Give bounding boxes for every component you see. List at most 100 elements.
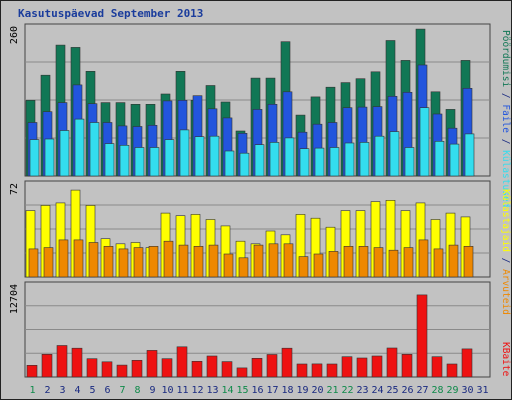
legend-entry-pöördumisi: Pöördumisi <box>500 30 511 87</box>
bar-kbaite-day-11 <box>176 346 188 378</box>
bar-arvuteid-day-13 <box>208 244 219 278</box>
bar-kbaite-day-5 <box>86 358 98 378</box>
bar-kbaite-day-10 <box>161 358 173 378</box>
day-label-13: 13 <box>206 385 218 396</box>
legend-bottom: KBaite <box>500 342 511 377</box>
bar-arvuteid-day-3 <box>58 239 69 278</box>
chart-title: Kasutuspäevad September 2013 <box>18 7 203 20</box>
bar-külastused-day-13 <box>209 135 220 177</box>
bar-külastused-day-21 <box>329 147 340 177</box>
bar-külastused-day-24 <box>374 135 385 177</box>
day-label-4: 4 <box>74 385 80 396</box>
bar-külastused-day-20 <box>314 147 325 177</box>
bar-külastused-day-7 <box>119 145 130 177</box>
day-label-2: 2 <box>44 385 50 396</box>
bar-külastused-day-4 <box>74 118 85 177</box>
panel-middle: 72 <box>9 180 491 278</box>
bar-arvuteid-day-14 <box>223 253 234 278</box>
bar-kbaite-day-7 <box>116 364 128 378</box>
bar-külastused-day-8 <box>134 147 145 177</box>
panel-top-max-label: 260 <box>9 26 20 44</box>
day-label-9: 9 <box>149 385 155 396</box>
day-label-7: 7 <box>119 385 125 396</box>
bar-külastused-day-23 <box>359 142 370 177</box>
bar-arvuteid-day-18 <box>283 243 294 278</box>
bar-arvuteid-day-5 <box>88 242 99 278</box>
bar-arvuteid-day-29 <box>448 244 459 278</box>
bar-arvuteid-day-19 <box>298 256 309 278</box>
legend-entry-külastused: Külastused <box>500 150 511 207</box>
bar-arvuteid-day-17 <box>268 243 279 278</box>
bar-külastused-day-2 <box>44 138 55 177</box>
bar-arvuteid-day-8 <box>133 247 144 278</box>
legend-middle: Külastajaid / Arvuteid <box>500 189 511 315</box>
day-label-30: 30 <box>461 385 473 396</box>
day-label-24: 24 <box>371 385 383 396</box>
legend-entry-külastajaid: Külastajaid <box>500 189 511 252</box>
panel-bottom: 12704 <box>9 281 491 378</box>
bar-arvuteid-day-6 <box>103 246 114 278</box>
bar-kbaite-day-22 <box>341 356 353 378</box>
bar-arvuteid-day-16 <box>253 244 264 278</box>
bar-kbaite-day-2 <box>41 353 53 378</box>
bar-kbaite-day-27 <box>416 294 428 378</box>
bar-kbaite-day-16 <box>251 357 263 378</box>
bar-kbaite-day-23 <box>356 357 368 378</box>
bar-kbaite-day-8 <box>131 359 143 378</box>
bar-külastused-day-1 <box>29 139 40 177</box>
bar-kbaite-day-15 <box>236 367 248 378</box>
bar-külastused-day-6 <box>104 143 115 177</box>
bar-külastused-day-27 <box>419 107 430 177</box>
day-label-12: 12 <box>191 385 203 396</box>
day-label-3: 3 <box>59 385 65 396</box>
bar-kbaite-day-1 <box>26 364 38 378</box>
bar-külastused-day-9 <box>149 147 160 177</box>
bar-kbaite-day-12 <box>191 360 203 378</box>
legend-entry-faile: Faile <box>500 104 511 133</box>
bar-kbaite-day-14 <box>221 361 233 378</box>
bar-arvuteid-day-7 <box>118 248 129 278</box>
bar-arvuteid-day-4 <box>73 239 84 278</box>
panel-bottom-max-label: 12704 <box>9 284 20 314</box>
bar-arvuteid-day-15 <box>238 257 249 278</box>
day-label-20: 20 <box>311 385 323 396</box>
bar-kbaite-day-29 <box>446 363 458 378</box>
day-label-23: 23 <box>356 385 368 396</box>
day-label-29: 29 <box>446 385 458 396</box>
bar-arvuteid-day-21 <box>328 251 339 278</box>
bar-kbaite-day-3 <box>56 345 68 378</box>
bar-arvuteid-day-28 <box>433 248 444 278</box>
bar-kbaite-day-24 <box>371 355 383 378</box>
bar-külastused-day-30 <box>464 133 475 177</box>
bar-kbaite-day-17 <box>266 354 278 378</box>
bar-külastused-day-12 <box>194 136 205 177</box>
bar-arvuteid-day-27 <box>418 239 429 278</box>
day-label-19: 19 <box>296 385 308 396</box>
bar-arvuteid-day-1 <box>28 248 39 278</box>
bar-külastused-day-17 <box>269 142 280 177</box>
bar-külastused-day-25 <box>389 131 400 177</box>
bar-kbaite-day-19 <box>296 363 308 378</box>
bar-arvuteid-day-23 <box>358 246 369 278</box>
bar-arvuteid-day-20 <box>313 253 324 278</box>
bar-külastused-day-29 <box>449 143 460 177</box>
day-label-8: 8 <box>134 385 140 396</box>
bar-kbaite-day-30 <box>461 348 473 378</box>
day-label-27: 27 <box>416 385 428 396</box>
bar-arvuteid-day-9 <box>148 246 159 278</box>
day-label-18: 18 <box>281 385 293 396</box>
bar-arvuteid-day-30 <box>463 246 474 278</box>
bar-arvuteid-day-10 <box>163 240 174 278</box>
day-label-16: 16 <box>251 385 263 396</box>
bar-arvuteid-day-25 <box>388 249 399 278</box>
bar-arvuteid-day-11 <box>178 244 189 278</box>
bar-külastused-day-10 <box>164 139 175 177</box>
day-label-26: 26 <box>401 385 413 396</box>
day-label-17: 17 <box>266 385 278 396</box>
day-label-6: 6 <box>104 385 110 396</box>
day-label-21: 21 <box>326 385 338 396</box>
bar-kbaite-day-6 <box>101 361 113 378</box>
bar-külastused-day-16 <box>254 144 265 177</box>
bar-külastused-day-28 <box>434 141 445 177</box>
bar-külastused-day-5 <box>89 122 100 177</box>
